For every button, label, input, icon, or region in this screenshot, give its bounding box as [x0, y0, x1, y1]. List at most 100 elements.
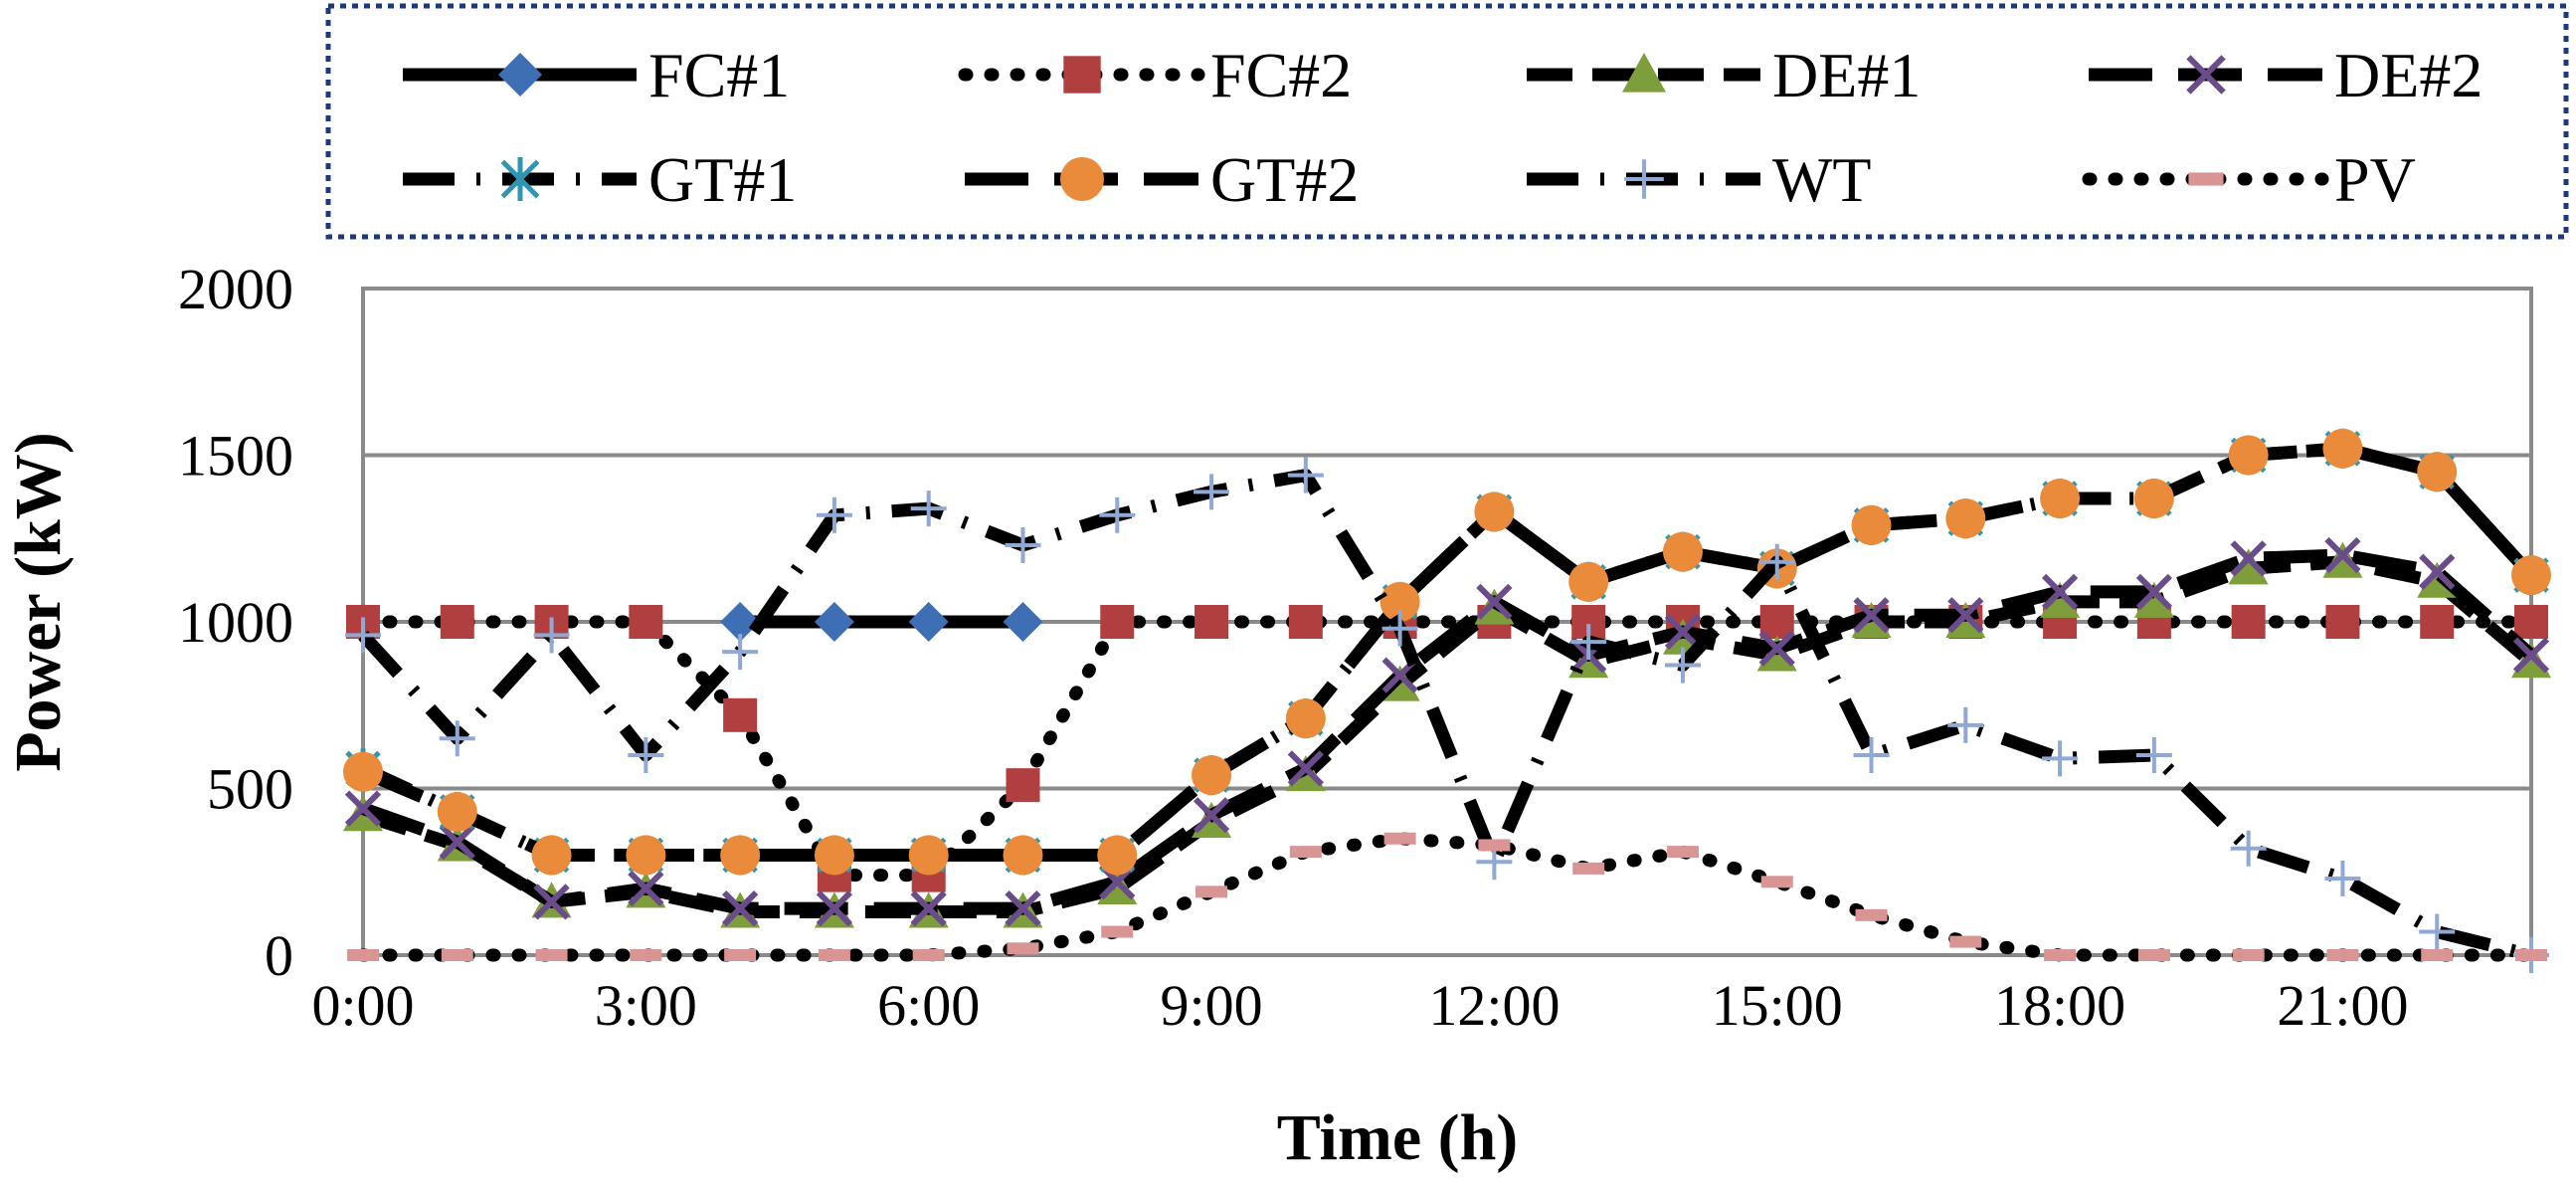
marker-shape [2511, 555, 2551, 596]
legend-marker [498, 53, 542, 97]
marker-shape [1855, 908, 1888, 921]
data-point [628, 737, 664, 773]
marker-shape [2231, 605, 2266, 639]
marker-shape [2186, 55, 2226, 95]
data-point [1383, 832, 1416, 845]
data-point [2137, 949, 2170, 961]
series-wt [345, 457, 2549, 973]
marker-shape [1666, 846, 1699, 859]
data-point [1196, 886, 1228, 898]
marker-shape [1478, 839, 1511, 852]
legend-item-pv: PV [2082, 144, 2416, 215]
marker-shape [1947, 597, 1984, 634]
legend-item-de-2: DE#2 [2089, 40, 2483, 110]
data-point [1853, 737, 1890, 773]
marker-shape [722, 889, 759, 927]
marker-shape [535, 949, 568, 961]
data-point [1664, 647, 1701, 684]
data-point [2324, 860, 2361, 896]
data-point [2135, 573, 2172, 610]
data-point [2042, 740, 2079, 777]
data-point [1664, 613, 1702, 651]
data-point [1005, 889, 1041, 927]
legend-label: FC#2 [1210, 40, 1352, 110]
data-point [2044, 949, 2077, 961]
marker-shape [2044, 949, 2077, 961]
x-tick-label: 18:00 [1994, 973, 2125, 1038]
marker-shape [1063, 56, 1101, 94]
marker-shape [1005, 889, 1041, 927]
data-point [720, 835, 761, 876]
marker-shape [1195, 605, 1229, 639]
marker-shape [2421, 949, 2454, 961]
data-point [2512, 637, 2550, 674]
data-point [1289, 846, 1322, 859]
data-point [720, 602, 761, 642]
marker-shape [498, 53, 542, 97]
data-point [1381, 610, 1418, 647]
data-point [2041, 573, 2079, 610]
data-point [535, 949, 568, 961]
data-point [1194, 474, 1230, 510]
data-point [1380, 581, 1420, 622]
data-point [2515, 949, 2547, 961]
marker-shape [533, 884, 570, 920]
marker-shape [1289, 846, 1322, 859]
marker-shape [1853, 597, 1890, 634]
marker-shape [629, 605, 663, 639]
data-point [2133, 581, 2174, 618]
data-point [1287, 750, 1324, 787]
data-point [722, 889, 759, 927]
data-point [1288, 605, 1323, 639]
legend-marker [2188, 172, 2224, 186]
data-point [1662, 531, 1703, 572]
series-gt-2 [343, 428, 2551, 876]
legend-label: GT#2 [1210, 144, 1359, 215]
marker-shape [2325, 605, 2360, 639]
data-point [343, 751, 383, 792]
legend-item-wt: WT [1527, 144, 1872, 215]
marker-shape [2228, 435, 2269, 476]
marker-shape [908, 835, 949, 876]
marker-shape [2040, 581, 2081, 618]
marker-shape [1572, 862, 1605, 875]
marker-shape [1097, 835, 1138, 876]
x-tick-label: 0:00 [311, 973, 414, 1038]
marker-shape [723, 697, 758, 732]
data-point [1005, 526, 1041, 563]
data-point [345, 617, 381, 654]
marker-shape [2322, 428, 2363, 469]
marker-shape [628, 870, 664, 907]
legend-marker [1622, 53, 1666, 93]
marker-shape [818, 949, 850, 961]
data-point [1006, 768, 1040, 803]
x-tick-label: 12:00 [1428, 973, 1560, 1038]
marker-shape [2514, 605, 2548, 639]
marker-shape [1622, 53, 1666, 93]
data-point [533, 884, 570, 920]
data-point [2322, 428, 2363, 469]
marker-shape [1474, 492, 1515, 532]
legend-item-fc-1: FC#1 [403, 40, 790, 110]
marker-shape [1003, 602, 1043, 642]
y-tick-label: 2000 [178, 257, 293, 321]
data-point [2324, 536, 2361, 574]
data-point [1760, 876, 1793, 888]
data-point [814, 602, 854, 642]
data-point [630, 949, 662, 961]
data-point [1572, 862, 1605, 875]
data-point [1101, 925, 1134, 938]
data-point [2419, 913, 2456, 950]
marker-shape [1476, 583, 1513, 621]
marker-shape [720, 835, 761, 876]
data-point [441, 949, 473, 961]
marker-shape [626, 835, 666, 876]
data-point [439, 823, 475, 861]
marker-shape [2133, 581, 2174, 618]
data-point [908, 835, 949, 876]
marker-shape [531, 835, 572, 876]
data-point [1666, 846, 1699, 859]
marker-shape [2419, 553, 2456, 590]
marker-shape [1196, 886, 1228, 898]
series-line [360, 548, 2536, 915]
